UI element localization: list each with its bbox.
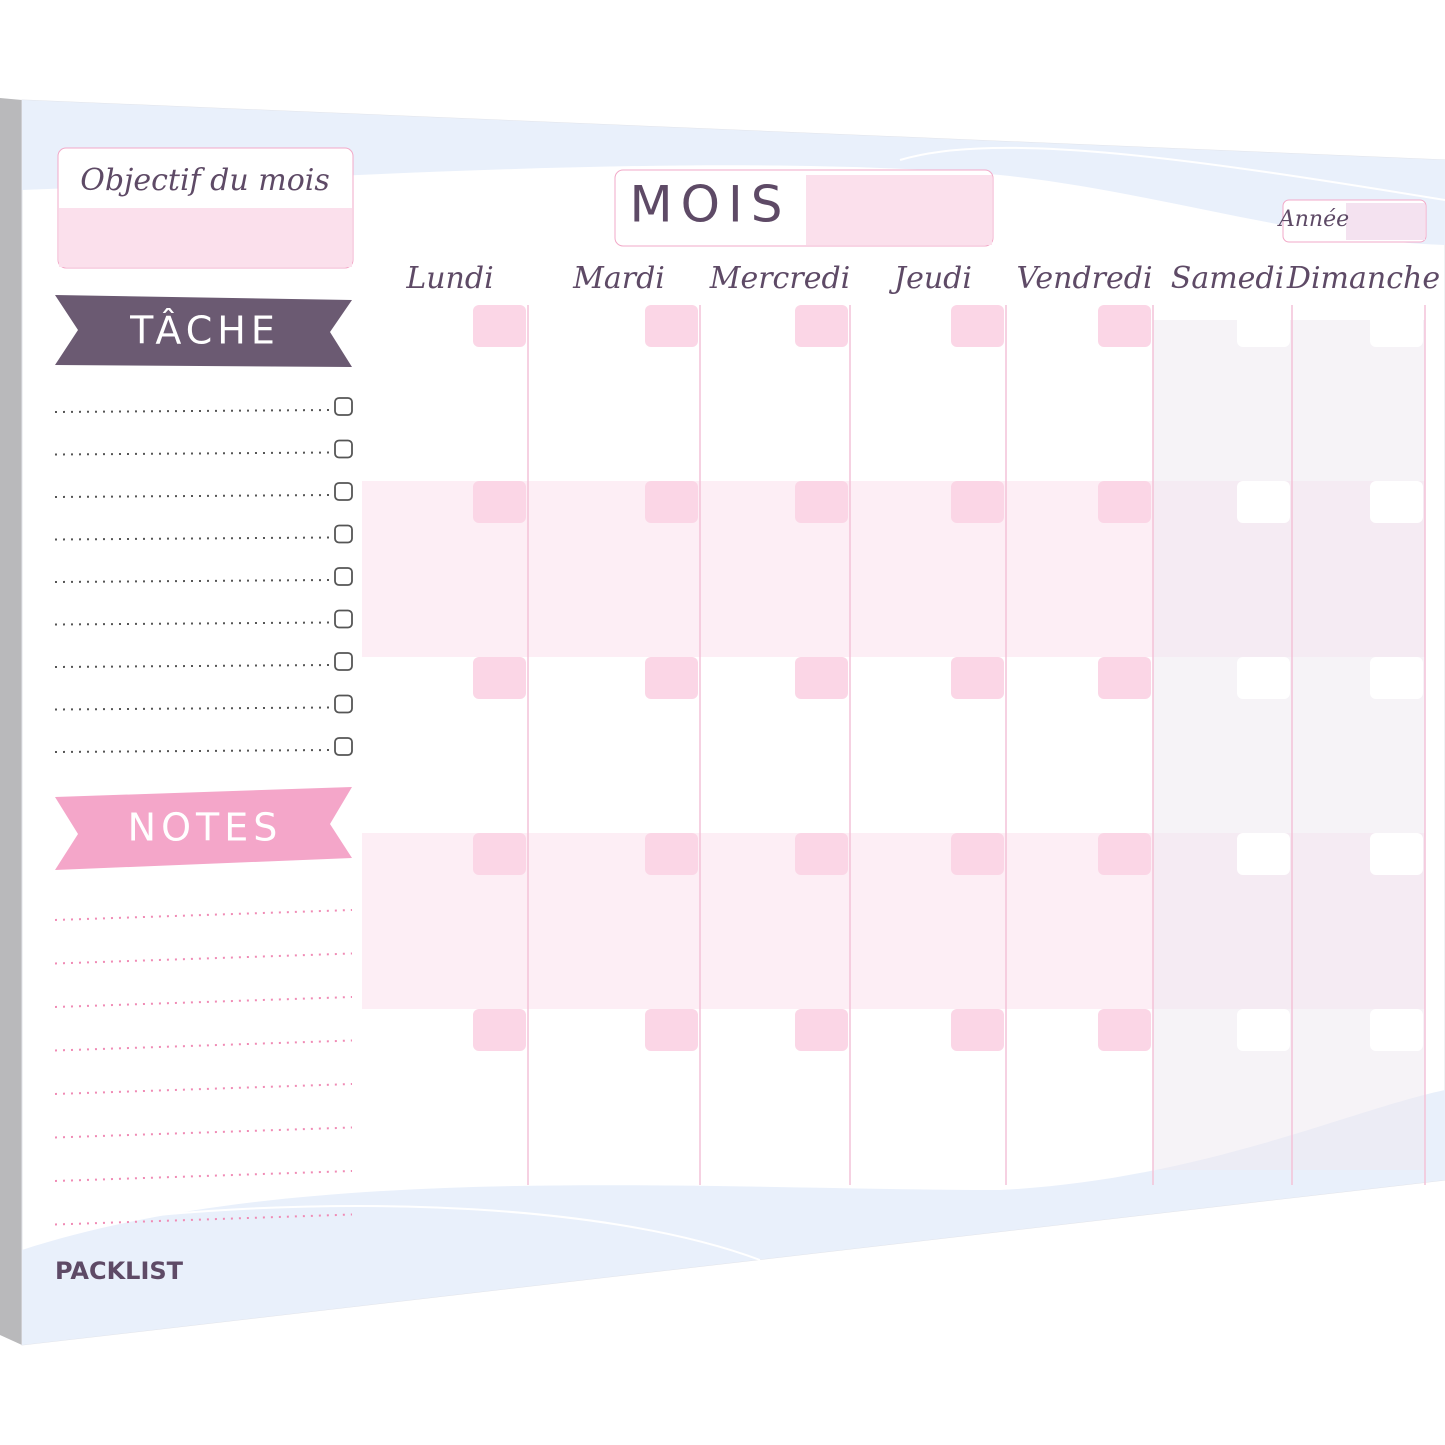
note-line [54,1126,353,1139]
date-tab [1237,657,1290,699]
note-line [54,996,353,1008]
task-checkbox [334,397,353,416]
date-tab [1098,1009,1151,1051]
task-checkbox [334,524,353,544]
notes-banner [55,787,352,870]
top-wave [22,100,1445,245]
date-tab [795,833,848,875]
calendar: Lundi Mardi Mercredi Jeudi Vendredi Samedi Dim… [362,261,1440,1185]
date-tab [795,481,848,523]
task-line [54,451,331,456]
date-tab [951,657,1004,699]
date-tab [645,1009,698,1051]
month-fill [806,175,992,245]
task-checkbox [334,482,353,501]
tasks-banner [55,295,352,367]
task-checkbox [334,652,353,671]
date-tab [473,1009,526,1051]
year-fill [1346,203,1425,240]
day-label: Jeudi [888,261,972,296]
date-tab [951,1009,1004,1051]
day-label: Mercredi [709,261,851,296]
task-checkbox [334,737,353,756]
day-label: Lundi [405,261,493,296]
goal-label: Objectif du mois [80,163,330,198]
task-line [54,664,331,668]
date-tab [645,305,698,347]
note-line [54,1039,353,1052]
brand: PACKLIST [55,1257,184,1285]
task-line [54,409,331,413]
day-label: Samedi [1171,261,1284,296]
date-tab [1098,657,1151,699]
date-tab [645,481,698,523]
date-tab [1370,305,1423,347]
date-tab [1370,657,1423,699]
date-tab [1370,833,1423,875]
date-tab [1237,833,1290,875]
task-line [54,494,331,498]
task-line [54,706,331,711]
date-tab [1370,481,1423,523]
date-tab [1098,481,1151,523]
sheet-edge [0,98,22,1345]
day-label: Dimanche [1286,261,1440,296]
lists [54,397,353,1226]
date-tab [645,833,698,875]
task-checkbox [334,439,353,459]
date-tab [795,1009,848,1051]
task-line [54,749,331,753]
date-tab [473,833,526,875]
date-tab [473,481,526,523]
task-checkbox [334,609,353,629]
date-tab [951,305,1004,347]
date-tab [1370,1009,1423,1051]
goal-fill [59,208,352,267]
date-tab [645,657,698,699]
task-line [54,579,331,583]
note-line [54,909,353,921]
date-tab [1237,1009,1290,1051]
date-tab [1237,305,1290,347]
task-line [54,621,331,626]
date-tab [1098,305,1151,347]
note-line [54,1170,353,1182]
task-checkbox [334,567,353,586]
date-tab [951,481,1004,523]
month-label: MOIS [630,176,791,234]
wave-line [29,1205,761,1261]
day-label: Mardi [572,261,665,296]
notes-label: NOTES [128,806,283,850]
year-label: Année [1277,207,1349,232]
date-tab [473,657,526,699]
note-line [54,952,353,965]
date-tab [473,305,526,347]
date-tab [795,305,848,347]
date-tab [951,833,1004,875]
bottom-wave [22,1090,1445,1345]
note-line [54,1083,353,1095]
date-tab [1098,833,1151,875]
task-checkbox [334,694,353,714]
task-line [54,536,331,541]
tasks-label: TÂCHE [129,309,280,353]
day-label: Vendredi [1016,261,1152,296]
date-tab [1237,481,1290,523]
note-line [54,1213,353,1226]
wave-line [899,146,1445,201]
date-tab [795,657,848,699]
